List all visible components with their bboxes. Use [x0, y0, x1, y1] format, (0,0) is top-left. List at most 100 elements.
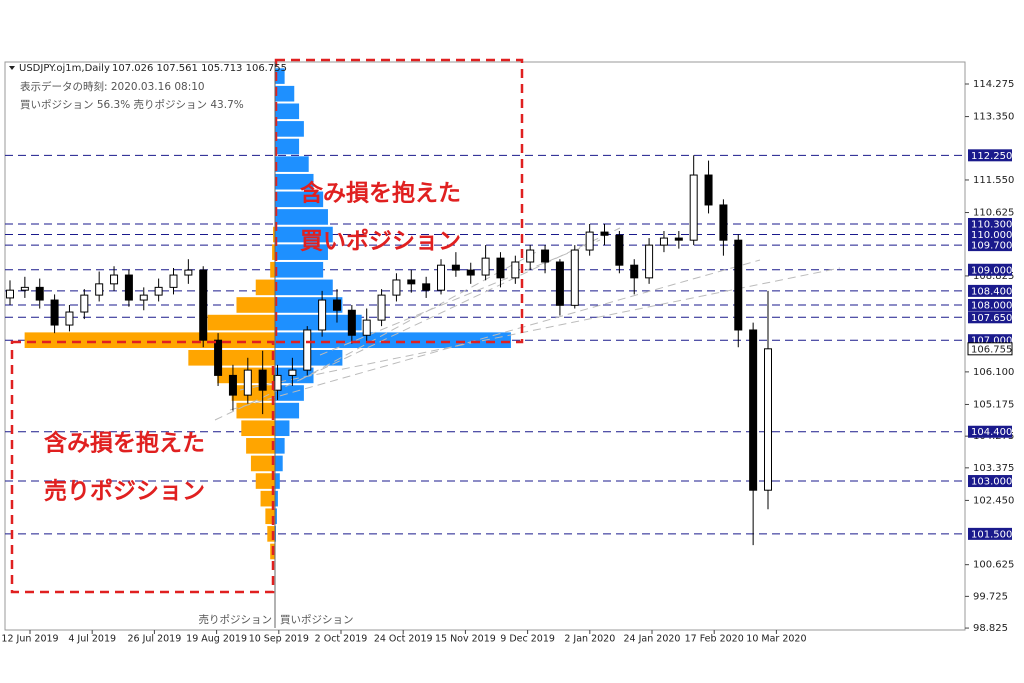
candle-body [95, 283, 104, 296]
buy-bar [275, 226, 333, 243]
candle-body [65, 311, 74, 326]
level-label: 108.000 [971, 300, 1012, 311]
level-label: 107.000 [971, 336, 1012, 347]
sell-bar [207, 314, 275, 331]
level-label: 109.700 [971, 241, 1012, 252]
candle-body [451, 264, 460, 271]
buy-bar [275, 121, 304, 137]
sell-bar [273, 226, 275, 243]
symbol: USDJPY.oj1m,Daily [19, 63, 110, 74]
candle-body [734, 239, 743, 331]
x-tick-label: 4 Jul 2019 [68, 634, 116, 645]
buy-bar [275, 103, 300, 120]
candle-body [347, 309, 356, 336]
sell-bar [260, 490, 275, 507]
x-tick-label: 17 Feb 2020 [685, 634, 744, 645]
sell-bar [270, 261, 275, 278]
sell-bar [241, 420, 275, 437]
candle-body [392, 279, 401, 296]
y-tick-label: 106.100 [973, 367, 1014, 378]
level-label: 109.000 [971, 265, 1012, 276]
x-tick-label: 10 Sep 2019 [249, 634, 309, 645]
annotation: 含み損を抱えた [300, 180, 461, 207]
level-box [968, 263, 1012, 276]
level-label: 107.650 [971, 313, 1012, 324]
candle-body [674, 237, 683, 241]
candle-body [496, 257, 505, 279]
buy-bar [275, 332, 511, 348]
candle-body [481, 257, 490, 276]
level-label: 101.500 [971, 529, 1012, 540]
candle-body [764, 348, 772, 491]
buy-bar [275, 297, 343, 313]
buy-bar [275, 279, 333, 296]
level-box [968, 217, 1012, 230]
candle-body [332, 299, 341, 311]
y-tick-label: 98.825 [973, 623, 1008, 634]
annotation: 買いポジション [300, 228, 461, 255]
buy-bar [275, 385, 304, 401]
candle-body [570, 249, 579, 306]
sell-bar [267, 526, 275, 542]
buy-bar [275, 209, 328, 225]
level-label: 103.000 [971, 477, 1012, 488]
candle-body [35, 286, 44, 301]
y-tick-label: 111.550 [973, 175, 1014, 186]
candle-body [555, 261, 564, 306]
candle-body [258, 369, 267, 391]
price-label: 106.755 [971, 344, 1012, 355]
buy-bar [275, 402, 300, 419]
level-box [968, 284, 1012, 297]
candle-body [214, 339, 223, 376]
level-box [968, 425, 1012, 438]
buy-bar [275, 191, 324, 208]
sell-bar [236, 402, 275, 419]
data-time: 表示データの時刻: 2020.03.16 08:10 [20, 80, 205, 93]
candle-body [377, 294, 386, 321]
annotation: 含み損を抱えた [44, 430, 205, 457]
menu-arrow[interactable] [9, 66, 15, 70]
candle-body [362, 319, 371, 336]
candle-body [541, 249, 550, 263]
buy-bar [275, 156, 309, 172]
buy-bar [275, 508, 277, 525]
y-tick-label: 105.175 [973, 399, 1014, 410]
level-box [968, 228, 1012, 241]
candle-body [585, 231, 594, 251]
buy-bar [275, 420, 290, 437]
candle-body [659, 237, 668, 246]
buy-bar [275, 473, 280, 489]
candle-body [526, 249, 535, 263]
candle-body [318, 299, 327, 331]
sell-bar [255, 279, 275, 296]
level-label: 112.250 [971, 151, 1012, 162]
histogram-label: 売りポジション [199, 613, 273, 626]
y-tick-label: 113.350 [973, 112, 1014, 123]
sell-bar [24, 332, 276, 348]
sell-bar [246, 438, 275, 454]
buy-bar [275, 438, 285, 454]
x-tick-label: 10 Mar 2020 [746, 634, 806, 645]
candle-body [288, 369, 297, 376]
sell-bar [188, 349, 275, 366]
x-tick-label: 2 Oct 2019 [315, 634, 368, 645]
buy-bar [275, 68, 285, 84]
y-tick-label: 100.625 [973, 560, 1014, 571]
y-tick-label: 114.275 [973, 79, 1014, 90]
x-tick-label: 2 Jan 2020 [564, 634, 615, 645]
candle-body [50, 299, 59, 326]
buy-bar [275, 244, 328, 260]
level-box [968, 298, 1012, 311]
candle-body [437, 264, 446, 291]
buy-bar [275, 138, 300, 155]
level-label: 110.000 [971, 230, 1012, 241]
ohlc: 107.026 107.561 105.713 106.755 [112, 63, 287, 74]
y-tick-label: 103.375 [973, 463, 1014, 474]
candle-body [154, 286, 163, 296]
y-tick-label: 102.450 [973, 495, 1014, 506]
level-label: 110.300 [971, 219, 1012, 230]
sell-bar [255, 473, 275, 489]
candle-body [407, 279, 416, 285]
sell-bar [236, 297, 275, 313]
